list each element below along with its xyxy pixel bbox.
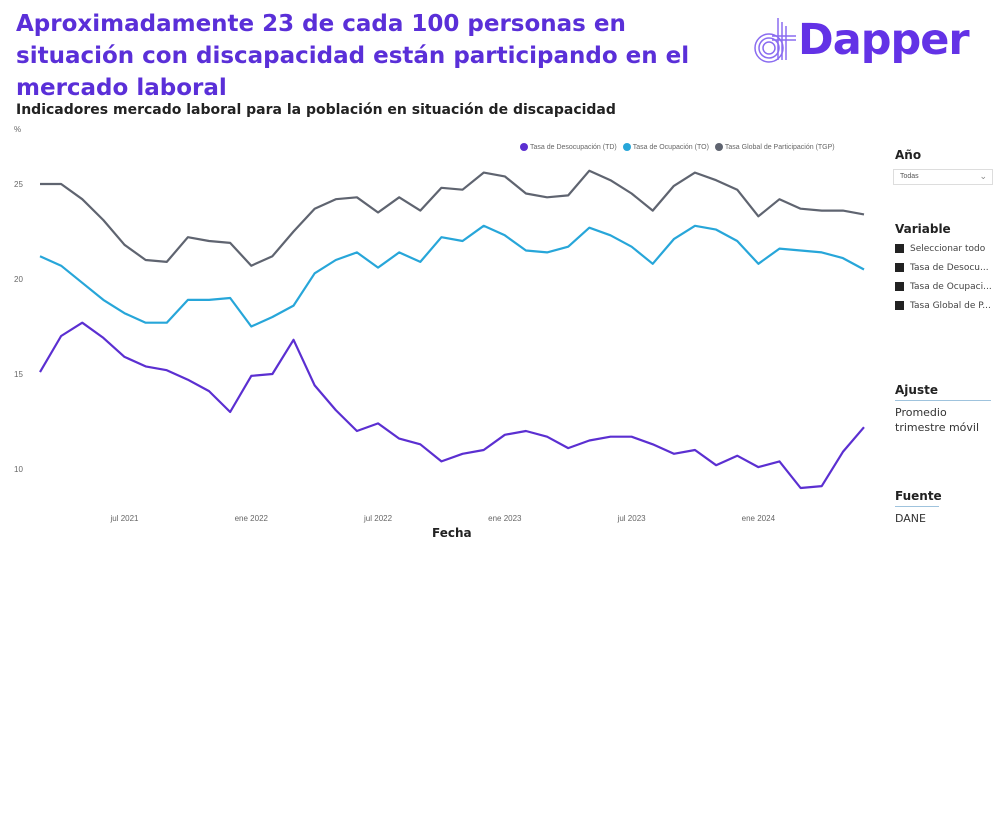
adjust-value: trimestre móvil — [895, 421, 980, 434]
legend-label: Tasa de Ocupación (TO) — [632, 143, 709, 151]
legend-item-td[interactable]: Tasa de Desocupación (TD) — [520, 143, 617, 151]
legend-dot-icon — [520, 143, 528, 151]
checkbox-icon — [895, 301, 904, 310]
chevron-down-icon: ⌄ — [979, 171, 987, 181]
divider — [895, 506, 939, 507]
checkbox-icon — [895, 263, 904, 272]
year-dropdown[interactable]: Todas ⌄ — [893, 169, 993, 185]
legend-item-tgp[interactable]: Tasa Global de Participación (TGP) — [714, 143, 835, 151]
line-chart: % 10 15 20 25 jul 2021 ene 2022 jul 2022 ene 20… — [14, 125, 865, 523]
adjust-value: Promedio — [895, 406, 947, 419]
series-line — [40, 169, 865, 267]
option-label: Seleccionar todo — [910, 243, 986, 254]
y-tick-label: 20 — [14, 275, 23, 284]
variable-option-td[interactable]: Tasa de Desocu... — [895, 258, 1000, 277]
year-dropdown-value: Todas — [900, 173, 919, 180]
series-line — [39, 224, 865, 328]
headline: Aproximadamente 23 de cada 100 personas … — [16, 11, 690, 101]
variable-option-to[interactable]: Tasa de Ocupaci... — [895, 277, 1000, 296]
variable-filter-label: Variable — [895, 222, 951, 236]
dapper-logo: Dapper — [752, 14, 970, 66]
variable-option-select-all[interactable]: Seleccionar todo — [895, 239, 1000, 258]
variable-option-tgp[interactable]: Tasa Global de P... — [895, 296, 1000, 315]
chart-title: Indicadores mercado laboral para la pobl… — [16, 102, 616, 118]
x-tick-label: jul 2021 — [109, 514, 139, 523]
year-filter-label: Año — [895, 148, 922, 162]
dapper-logo-icon — [754, 18, 796, 63]
source-value: DANE — [895, 512, 926, 525]
variable-filter: Variable Seleccionar todo Tasa de Desocu… — [895, 222, 1000, 315]
y-tick-label: 15 — [14, 370, 23, 379]
option-label: Tasa Global de P... — [910, 300, 991, 311]
chart-legend: Tasa de Desocupación (TD) Tasa de Ocupac… — [520, 143, 835, 151]
x-axis-label: Fecha — [432, 526, 472, 540]
legend-label: Tasa Global de Participación (TGP) — [724, 143, 835, 151]
legend-label: Tasa de Desocupación (TD) — [530, 143, 617, 151]
adjust-label: Ajuste — [895, 383, 938, 397]
source-info: Fuente DANE — [895, 489, 942, 526]
series-line — [39, 321, 865, 490]
divider — [895, 400, 991, 401]
checkbox-icon — [895, 282, 904, 291]
x-tick-label: ene 2024 — [742, 514, 776, 523]
y-axis-unit: % — [14, 125, 21, 134]
legend-dot-icon — [622, 143, 631, 151]
option-label: Tasa de Ocupaci... — [910, 281, 992, 292]
legend-dot-icon — [714, 143, 723, 151]
x-tick-label: jul 2023 — [617, 514, 647, 523]
y-tick-label: 10 — [14, 465, 23, 474]
legend-item-to[interactable]: Tasa de Ocupación (TO) — [622, 143, 709, 151]
x-tick-label: ene 2023 — [488, 514, 522, 523]
checkbox-icon — [895, 244, 904, 253]
adjust-filter[interactable]: Ajuste Promedio trimestre móvil — [895, 383, 991, 435]
option-label: Tasa de Desocu... — [910, 262, 989, 273]
logo-text: Dapper — [798, 15, 970, 65]
source-label: Fuente — [895, 489, 942, 503]
y-tick-label: 25 — [14, 180, 23, 189]
x-tick-label: jul 2022 — [363, 514, 393, 523]
x-tick-label: ene 2022 — [235, 514, 269, 523]
